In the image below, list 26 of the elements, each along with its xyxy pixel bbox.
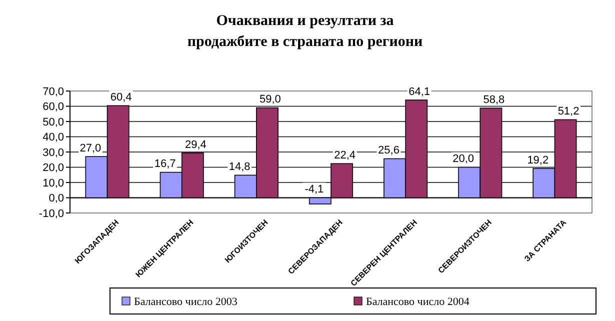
data-label: 60,4: [110, 91, 132, 104]
data-label: 64,1: [408, 86, 430, 98]
data-label: 20,0: [452, 153, 474, 166]
data-label: 16,7: [154, 158, 176, 170]
y-tick-label: 10,0: [42, 177, 64, 190]
data-label: 19,2: [527, 154, 549, 166]
y-tick-label: 30,0: [42, 146, 64, 159]
data-label: 59,0: [260, 94, 281, 106]
chart-title: Очаквания и резултати за продажбите в страната по региони: [187, 13, 424, 50]
y-tick-label: 50,0: [42, 116, 64, 128]
y-tick-label: 0,0: [48, 192, 64, 205]
legend-label: Балансово число 2003: [134, 296, 238, 308]
data-label: 58,8: [483, 94, 505, 106]
data-label: -4,1: [304, 184, 324, 196]
data-label: 29,4: [184, 138, 206, 151]
y-tick-label: 20,0: [42, 162, 64, 174]
data-label: 25,6: [378, 144, 400, 157]
y-tick-label: 40,0: [42, 132, 64, 144]
y-tick-label: 70,0: [42, 86, 64, 98]
data-label: 22,4: [334, 149, 356, 162]
data-label: 14,8: [228, 161, 250, 174]
legend-label: Балансово число 2004: [366, 296, 470, 308]
data-label: 27,0: [80, 142, 102, 154]
data-label: 51,2: [558, 106, 580, 118]
y-tick-label: -10,0: [38, 208, 64, 220]
y-tick-label: 60,0: [42, 101, 64, 114]
